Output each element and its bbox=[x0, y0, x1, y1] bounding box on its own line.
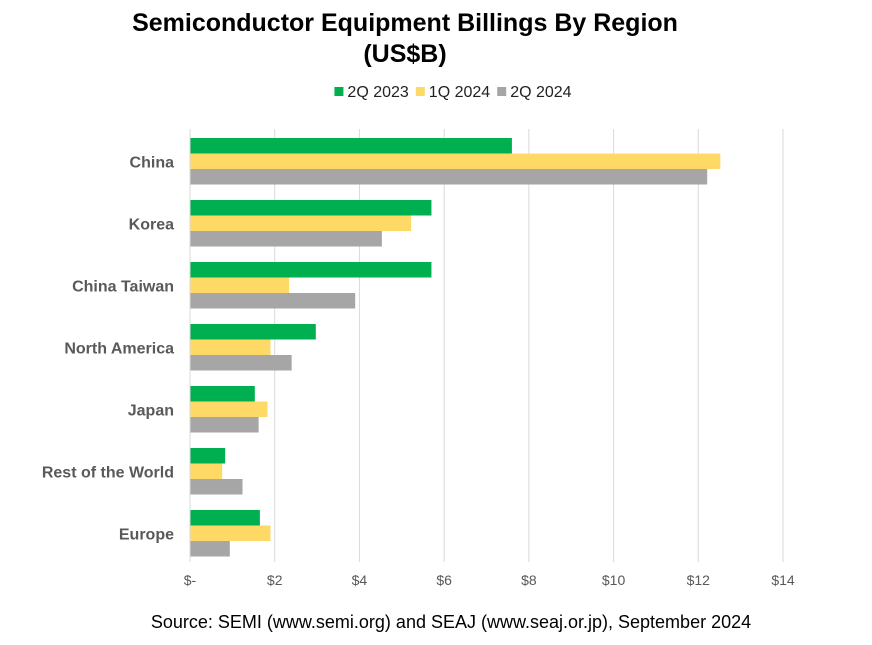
bar-0-2 bbox=[190, 169, 708, 185]
legend-item-1: 1Q 2024 bbox=[415, 84, 490, 101]
bar-5-1 bbox=[190, 463, 223, 479]
x-tick-label-0: $- bbox=[184, 572, 197, 588]
x-tick-label-2: $4 bbox=[352, 572, 368, 588]
category-label-5: Rest of the World bbox=[42, 464, 174, 481]
x-tick-label-3: $6 bbox=[436, 572, 452, 588]
bar-3-1 bbox=[190, 339, 271, 355]
bar-5-2 bbox=[190, 479, 243, 495]
source-note: Source: SEMI (www.semi.org) and SEAJ (ww… bbox=[151, 612, 751, 632]
legend-label-1: 1Q 2024 bbox=[429, 84, 490, 101]
x-tick-labels: $- $2 $4 $6 $8 $10 $12 $14 bbox=[184, 572, 795, 588]
legend-label-2: 2Q 2024 bbox=[510, 84, 571, 101]
bar-4-2 bbox=[190, 417, 259, 433]
bar-5-0 bbox=[190, 448, 226, 464]
category-label-4: Japan bbox=[128, 402, 174, 419]
x-tick-label-7: $14 bbox=[771, 572, 795, 588]
bar-1-1 bbox=[190, 215, 412, 231]
bar-2-1 bbox=[190, 277, 290, 293]
bar-0-1 bbox=[190, 153, 721, 169]
x-tick-label-1: $2 bbox=[267, 572, 283, 588]
bars bbox=[190, 138, 721, 557]
bar-0-0 bbox=[190, 138, 512, 154]
bar-6-2 bbox=[190, 541, 230, 557]
x-tick-label-4: $8 bbox=[521, 572, 537, 588]
x-tick-label-6: $12 bbox=[687, 572, 711, 588]
bar-6-1 bbox=[190, 525, 271, 541]
legend-swatch-2 bbox=[497, 87, 507, 96]
category-labels: China Korea China Taiwan North America Japan… bbox=[42, 154, 174, 543]
legend-item-0: 2Q 2023 bbox=[334, 84, 409, 101]
bar-4-0 bbox=[190, 386, 255, 402]
legend-item-2: 2Q 2024 bbox=[497, 84, 572, 101]
bar-2-2 bbox=[190, 293, 356, 309]
bar-4-1 bbox=[190, 401, 268, 417]
legend-label-0: 2Q 2023 bbox=[347, 84, 408, 101]
chart-title-line2: (US$B) bbox=[363, 40, 446, 68]
legend: 2Q 2023 1Q 2024 2Q 2024 bbox=[334, 84, 572, 101]
bar-3-2 bbox=[190, 355, 292, 371]
category-label-6: Europe bbox=[119, 526, 174, 543]
legend-swatch-1 bbox=[415, 87, 425, 96]
x-tick-label-5: $10 bbox=[602, 572, 626, 588]
legend-swatch-0 bbox=[334, 87, 344, 96]
category-label-3: North America bbox=[64, 340, 174, 357]
category-label-0: China bbox=[130, 154, 175, 171]
bar-1-2 bbox=[190, 231, 382, 247]
bar-1-0 bbox=[190, 200, 432, 216]
chart-title-line1: Semiconductor Equipment Billings By Regi… bbox=[132, 9, 678, 37]
bar-6-0 bbox=[190, 510, 260, 526]
bar-3-0 bbox=[190, 324, 316, 340]
category-label-2: China Taiwan bbox=[72, 278, 174, 295]
category-label-1: Korea bbox=[129, 216, 174, 233]
bar-2-0 bbox=[190, 262, 432, 278]
